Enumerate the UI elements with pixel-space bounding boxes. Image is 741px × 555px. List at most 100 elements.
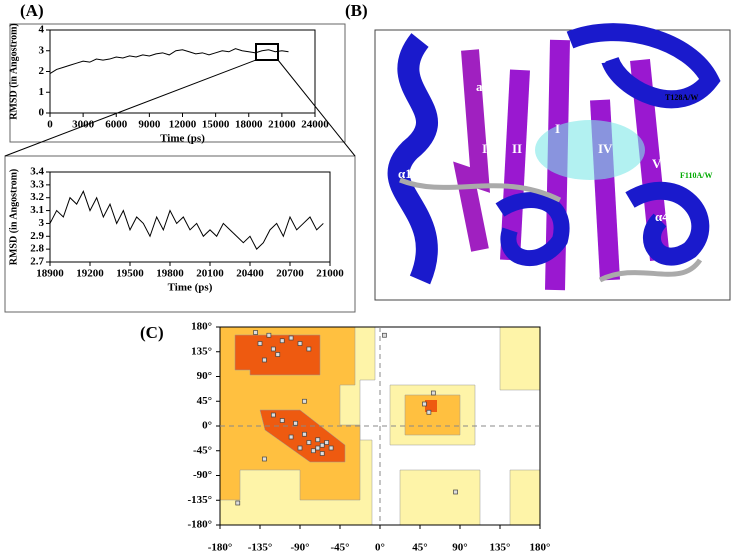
point [266,332,272,338]
structure-label: α1 [398,166,412,181]
point [315,445,321,451]
point [275,352,281,357]
y-tick-label: 45° [197,395,212,407]
x-tick-label: 12000 [169,119,197,131]
point [288,335,294,341]
point [315,437,321,443]
x-tick-label: 6000 [105,119,128,131]
structure-label: II [512,141,522,156]
point [302,431,307,437]
y-tick-label: 3.4 [30,166,44,178]
structure-label: T128A/W [665,93,698,102]
zoom-line [4,59,257,157]
panel-label: (C) [140,323,164,342]
point [453,489,458,495]
point [430,390,436,396]
x-axis-label: Time (ps) [160,133,205,145]
ramachandran-regions [219,326,541,526]
x-tick-label: 18900 [36,268,64,280]
y-tick-label: -135° [187,494,212,506]
y-tick-label: 3.1 [30,204,44,216]
x-tick-label: 0 [47,119,53,131]
y-tick-label: 2.7 [30,256,44,268]
y-tick-label: 0 [39,107,45,119]
x-tick-label: 20400 [236,268,264,280]
point [297,341,303,346]
point [293,420,298,426]
x-tick-label: 0° [375,542,385,554]
x-tick-label: 24000 [301,119,329,131]
x-tick-label: 15000 [202,119,230,131]
panel-label: (A) [20,1,44,20]
structure-label: III [482,141,497,156]
y-tick-label: 3.3 [30,178,44,190]
point [288,434,294,440]
structure-image [374,23,731,301]
x-tick-label: 180° [530,542,551,554]
x-tick-label: 21000 [268,119,296,131]
plot-frame [49,29,316,114]
zoom-line [277,59,356,157]
y-axis-label: RMSD (in Angostrom) [8,23,19,119]
x-tick-label: 90° [452,542,467,554]
y-tick-label: -180° [187,519,212,531]
point [310,448,316,454]
x-tick-label: -90° [290,542,309,554]
y-tick-label: 4 [39,24,45,36]
y-tick-label: 2 [39,65,45,77]
x-tick-label: 45° [412,542,427,554]
panel-frame [4,155,356,313]
structure-label: V [652,156,662,171]
point [279,338,285,344]
x-tick-label: 135° [490,542,511,554]
structure-label: I [555,121,560,136]
x-tick-label: 20100 [196,268,224,280]
point [324,440,330,445]
point [235,500,241,506]
structure-label: 5 [600,51,607,66]
x-tick-label: -135° [248,542,273,554]
point [297,445,303,451]
structure-label: α4 [655,209,669,224]
y-tick-label: 1 [39,86,45,98]
x-tick-label: 19800 [156,268,184,280]
point [426,409,432,415]
x-tick-label: 3000 [72,119,95,131]
x-tick-label: 18000 [235,119,263,131]
structure-label: F110A/W [680,171,712,180]
structure-label: IV [598,141,613,156]
y-tick-label: 90° [197,370,212,382]
y-axis-label: RMSD (in Angostrom) [8,169,19,265]
point [253,330,258,335]
y-tick-label: 3 [39,44,45,56]
y-tick-label: 3 [39,217,45,229]
structure-label: α3 [532,227,546,242]
x-tick-label: -180° [208,542,233,554]
y-tick-label: 3.2 [30,191,44,203]
line [49,190,324,250]
point [262,456,267,462]
zoom-box [255,43,279,61]
structure-label: a2 [476,79,489,94]
y-tick-label: 2.9 [30,230,44,242]
x-tick-label: 19200 [76,268,104,280]
panel-frame [9,23,346,143]
point [422,401,427,407]
y-tick-label: 135° [191,345,212,357]
point [319,442,325,448]
x-tick-label: -45° [330,542,349,554]
point [306,346,312,352]
point [257,341,263,346]
point [302,398,307,404]
point [319,451,325,456]
x-tick-label: 19500 [116,268,144,280]
x-axis-label: Time (ps) [168,282,213,294]
y-tick-label: 0° [202,420,212,432]
line [49,48,289,74]
panel-label: (B) [345,1,368,20]
y-tick-label: 180° [191,321,212,333]
point [382,332,387,338]
y-tick-label: -45° [193,444,212,456]
plot-frame [49,171,331,263]
